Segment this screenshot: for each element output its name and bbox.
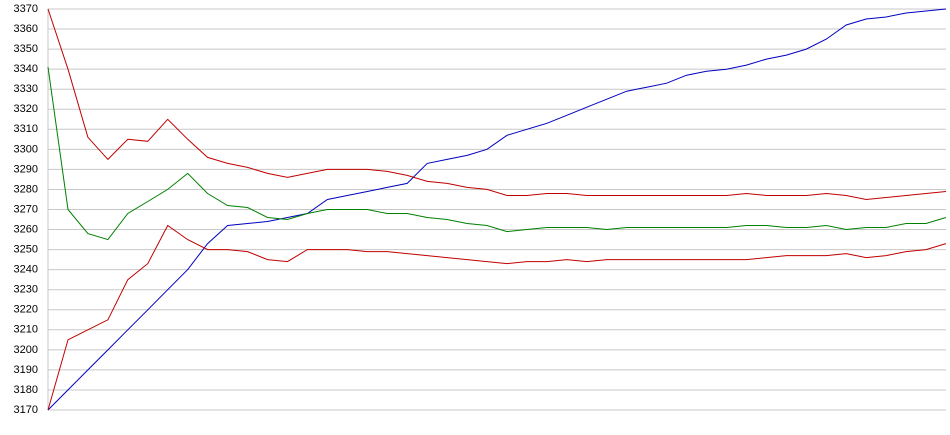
y-tick-label: 3310: [14, 123, 38, 135]
y-tick-label: 3290: [14, 163, 38, 175]
y-tick-label: 3370: [14, 3, 38, 15]
line-series: [47, 8, 947, 411]
y-tick-label: 3250: [14, 244, 38, 256]
y-tick-label: 3260: [14, 223, 38, 235]
y-tick-label: 3190: [14, 364, 38, 376]
line-series: [47, 8, 947, 201]
y-tick-label: 3270: [14, 203, 38, 215]
y-tick-label: 3360: [14, 23, 38, 35]
y-tick-label: 3180: [14, 384, 38, 396]
y-tick-label: 3280: [14, 183, 38, 195]
y-tick-label: 3300: [14, 143, 38, 155]
y-tick-label: 3220: [14, 304, 38, 316]
y-tick-label: 3200: [14, 344, 38, 356]
y-tick-label: 3240: [14, 264, 38, 276]
line-series: [47, 67, 947, 241]
y-tick-label: 3230: [14, 284, 38, 296]
y-tick-label: 3320: [14, 103, 38, 115]
line-series: [47, 224, 947, 411]
y-tick-label: 3210: [14, 324, 38, 336]
y-tick-label: 3170: [14, 404, 38, 416]
y-tick-label: 3350: [14, 43, 38, 55]
y-tick-label: 3330: [14, 83, 38, 95]
y-tick-label: 3340: [14, 63, 38, 75]
